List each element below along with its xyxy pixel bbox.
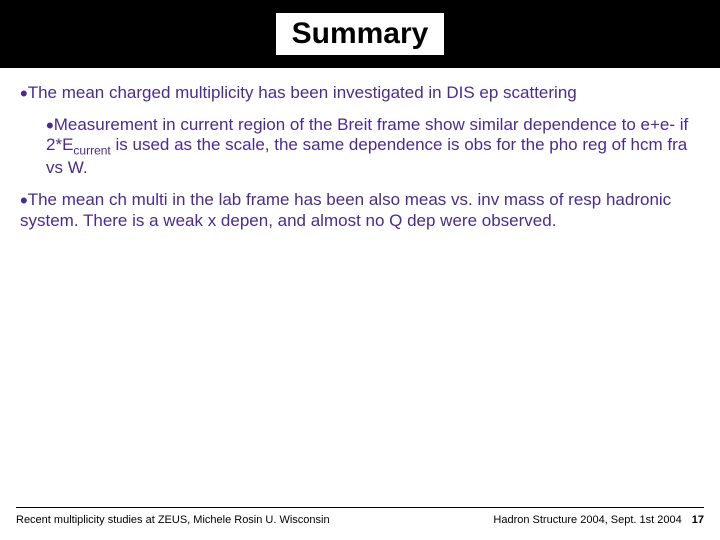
bullet-item: •Measurement in current region of the Br… xyxy=(46,114,700,179)
footer-right-text: Hadron Structure 2004, Sept. 1st 2004 xyxy=(493,514,681,526)
footer-left-text: Recent multiplicity studies at ZEUS, Mic… xyxy=(16,514,330,526)
bullet-text: The mean charged multiplicity has been i… xyxy=(28,83,577,102)
footer-divider xyxy=(16,507,704,508)
bullet-dot-icon: • xyxy=(20,188,28,213)
slide: Summary •The mean charged multiplicity h… xyxy=(0,0,720,540)
subscript-text: current xyxy=(73,144,110,158)
slide-title: Summary xyxy=(276,13,445,55)
title-bar: Summary xyxy=(0,0,720,68)
bullet-dot-icon: • xyxy=(20,81,28,106)
footer-right: Hadron Structure 2004, Sept. 1st 2004 17 xyxy=(493,514,704,526)
bullet-item: •The mean charged multiplicity has been … xyxy=(20,82,700,104)
bullet-text: The mean ch multi in the lab frame has b… xyxy=(20,190,671,230)
footer: Recent multiplicity studies at ZEUS, Mic… xyxy=(0,514,720,526)
bullet-item: •The mean ch multi in the lab frame has … xyxy=(20,189,700,231)
content-area: •The mean charged multiplicity has been … xyxy=(0,68,720,232)
bullet-dot-icon: • xyxy=(46,113,54,138)
bullet-text: is used as the scale, the same dependenc… xyxy=(46,135,687,177)
page-number: 17 xyxy=(692,514,704,526)
